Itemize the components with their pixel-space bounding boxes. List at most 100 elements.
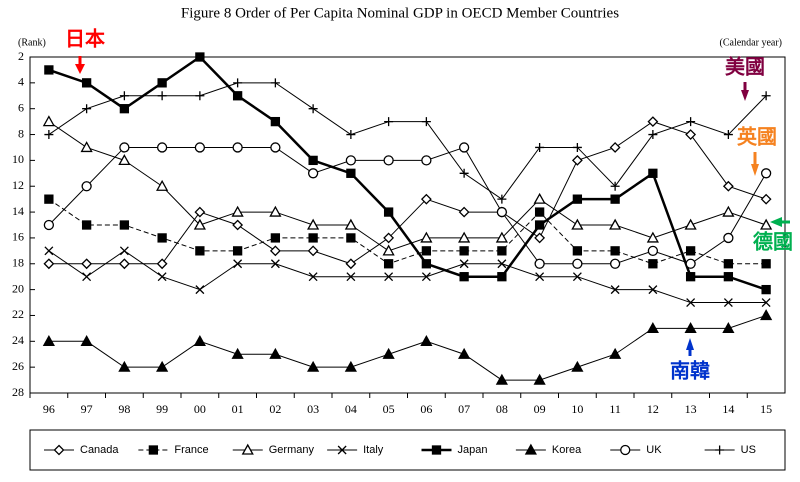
data-point [156,179,169,191]
data-point [534,232,546,244]
data-point [118,360,131,372]
data-point [119,104,130,114]
data-point [722,322,735,334]
annotation: 美國 [725,55,765,79]
data-point [458,142,470,153]
data-point [42,334,55,346]
annotation: 德國 [753,230,793,254]
data-point [459,168,469,178]
data-point [307,360,320,372]
data-point [496,206,508,218]
data-point [42,115,55,127]
data-point [43,219,55,231]
data-point [81,181,92,192]
y-tick-label: 22 [12,307,24,321]
data-point [195,91,205,101]
data-point [533,192,546,204]
data-point [382,244,395,256]
x-tick-label: 06 [420,402,432,416]
data-point [194,206,206,218]
data-point [269,205,282,217]
y-tick-label: 24 [12,333,24,347]
data-point [307,168,319,179]
x-tick-label: 11 [609,402,621,416]
data-point [684,322,697,334]
data-point [382,347,395,359]
data-point [421,272,431,282]
y-tick-label: 14 [12,204,24,218]
data-point [81,258,93,270]
data-point [723,130,733,140]
data-point [533,373,546,385]
legend-frame [29,429,786,471]
data-point [346,168,356,178]
series-line [48,121,767,252]
data-point [458,347,471,359]
data-point [195,285,205,295]
data-point [118,154,131,166]
x-tick-label: 14 [722,402,734,416]
data-point [193,334,206,346]
legend-label: Italy [363,444,384,456]
y-tick-label: 26 [12,359,24,373]
data-point [761,91,771,101]
data-point [344,218,357,230]
data-point [421,246,432,256]
data-point [119,142,130,153]
data-point [195,246,205,256]
data-point [572,272,582,282]
data-point [609,218,622,230]
data-point [344,360,357,372]
annotation: 日本 [65,27,105,51]
series-line [48,314,767,381]
data-point [761,259,771,269]
data-point [572,194,583,204]
data-point [119,91,129,101]
data-point [497,246,507,256]
data-point [685,272,696,282]
data-point [534,258,545,269]
data-point [44,130,54,140]
data-point [760,309,773,321]
data-point [307,245,319,257]
data-point [647,245,659,256]
data-point [648,259,658,269]
data-point [723,272,734,282]
data-point [686,298,696,307]
data-point [610,285,620,295]
annotation-arrowhead [741,90,749,101]
data-point [308,104,318,114]
series-line [48,82,767,200]
data-point [761,284,771,295]
data-point [421,155,432,166]
data-point [534,207,545,217]
data-point [459,259,469,269]
data-point [723,259,734,269]
data-point [346,130,356,140]
data-point [231,205,244,217]
data-point [383,155,394,166]
data-point [571,154,583,166]
data-point [572,142,582,152]
data-point [270,142,281,153]
data-point [80,334,93,346]
x-tick-label: 07 [458,402,470,416]
data-point [269,245,281,257]
data-point [686,117,696,127]
data-point [157,78,167,88]
data-point [609,258,621,269]
data-point [232,91,243,101]
x-tick-label: 12 [647,402,659,416]
x-tick-label: 02 [269,402,281,416]
data-point [421,259,432,269]
annotation-arrowhead [686,338,694,350]
data-point [646,231,659,243]
data-point [534,220,545,230]
legend-label: Germany [269,444,315,456]
data-point [270,116,281,127]
data-point [270,259,280,269]
data-point [647,116,659,128]
data-point [270,233,281,243]
data-point [81,78,92,88]
data-point [157,91,167,101]
